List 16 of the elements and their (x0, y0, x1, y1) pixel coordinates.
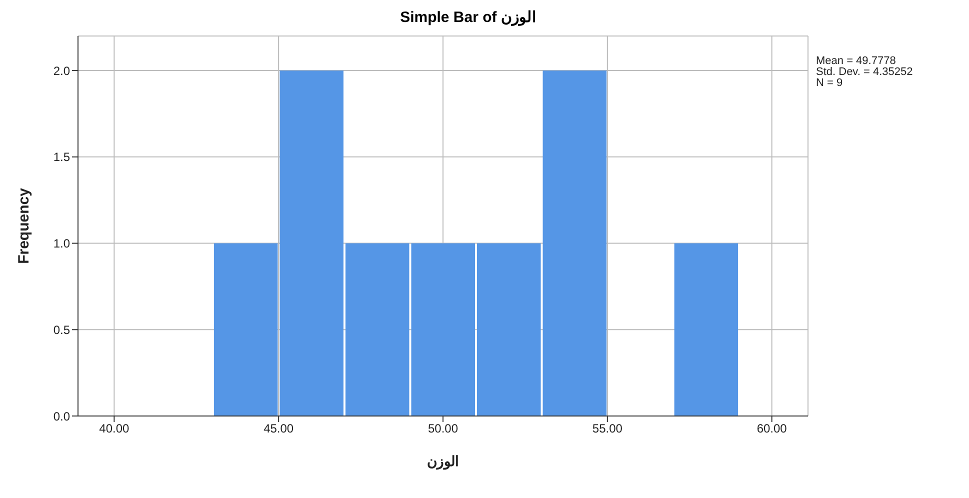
x-tick-label: 60.00 (756, 422, 788, 436)
y-tick-label: 0.0 (53, 409, 70, 424)
y-tick-label: 1.0 (53, 236, 70, 251)
y-tick-label: 0.5 (53, 322, 70, 337)
text: N = 9 (816, 77, 844, 89)
x-tick-label: 40.00 (99, 422, 130, 436)
x-axis-title: الوزن (427, 453, 459, 470)
x-tick-label: 55.00 (592, 422, 623, 436)
text: Mean = 49.7778 (816, 55, 897, 67)
text: Std. Dev. = 4.35252 (816, 66, 913, 78)
y-axis-title: Frequency (15, 187, 32, 264)
chart-title: Simple Bar of الوزن (399, 8, 537, 26)
x-tick-label: 45.00 (264, 422, 294, 436)
y-tick-label: 2.0 (53, 64, 70, 78)
y-tick-label: 1.5 (53, 150, 70, 164)
x-tick-label: 50.00 (428, 422, 458, 436)
